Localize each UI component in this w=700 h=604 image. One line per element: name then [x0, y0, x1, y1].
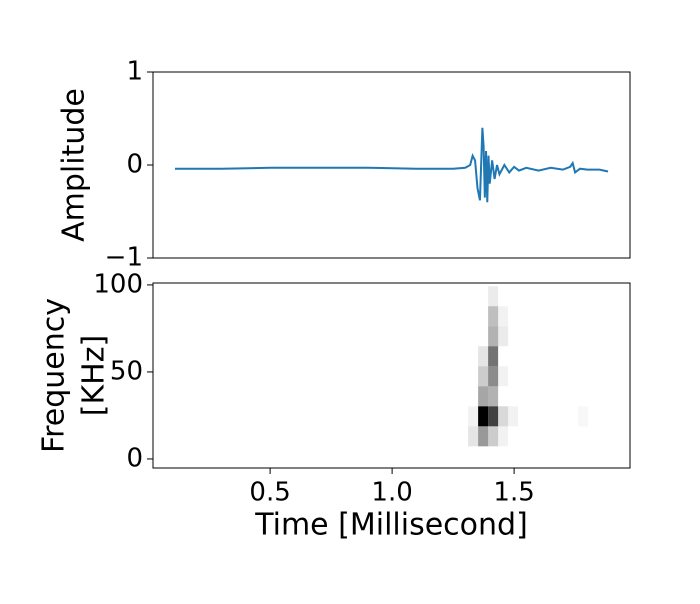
y-tick-label: 50	[110, 356, 143, 386]
heat-cell	[488, 386, 499, 407]
heat-cell	[468, 406, 479, 427]
heat-cell	[498, 306, 509, 327]
y-tick-label: 0	[126, 443, 143, 473]
heat-cell	[478, 386, 489, 407]
heat-cell	[488, 286, 499, 307]
y-axis-label: Amplitude	[57, 88, 92, 242]
heat-cell	[478, 426, 489, 447]
y-axis-label: [KHz]	[77, 335, 112, 416]
heat-cell	[488, 346, 499, 367]
heat-cell	[488, 406, 499, 427]
data-line	[174, 127, 609, 203]
heat-cell	[508, 406, 519, 427]
heat-cell	[498, 426, 509, 447]
heat-cell	[488, 426, 499, 447]
x-tick-label: 0.5	[249, 478, 290, 508]
heat-cell	[498, 366, 509, 387]
x-axis-label: Time [Millisecond]	[254, 508, 528, 543]
heat-cell	[478, 346, 489, 367]
x-tick-label: 1.5	[493, 478, 534, 508]
heat-cell	[488, 306, 499, 327]
heat-cell	[488, 366, 499, 387]
heat-cell	[478, 406, 489, 427]
heat-cell	[498, 406, 509, 427]
y-axis-label: Frequency	[37, 298, 72, 453]
y-tick-label: 100	[93, 269, 143, 299]
heat-cell	[578, 406, 588, 426]
y-tick-label: −1	[105, 243, 143, 273]
heat-cell	[468, 426, 479, 447]
y-tick-label: 1	[126, 57, 143, 87]
y-tick-label: 0	[126, 150, 143, 180]
heat-cell	[478, 366, 489, 387]
x-tick-label: 1.0	[371, 478, 412, 508]
heat-cell	[498, 326, 509, 347]
heat-cell	[488, 326, 499, 347]
axes-frame	[152, 282, 631, 469]
